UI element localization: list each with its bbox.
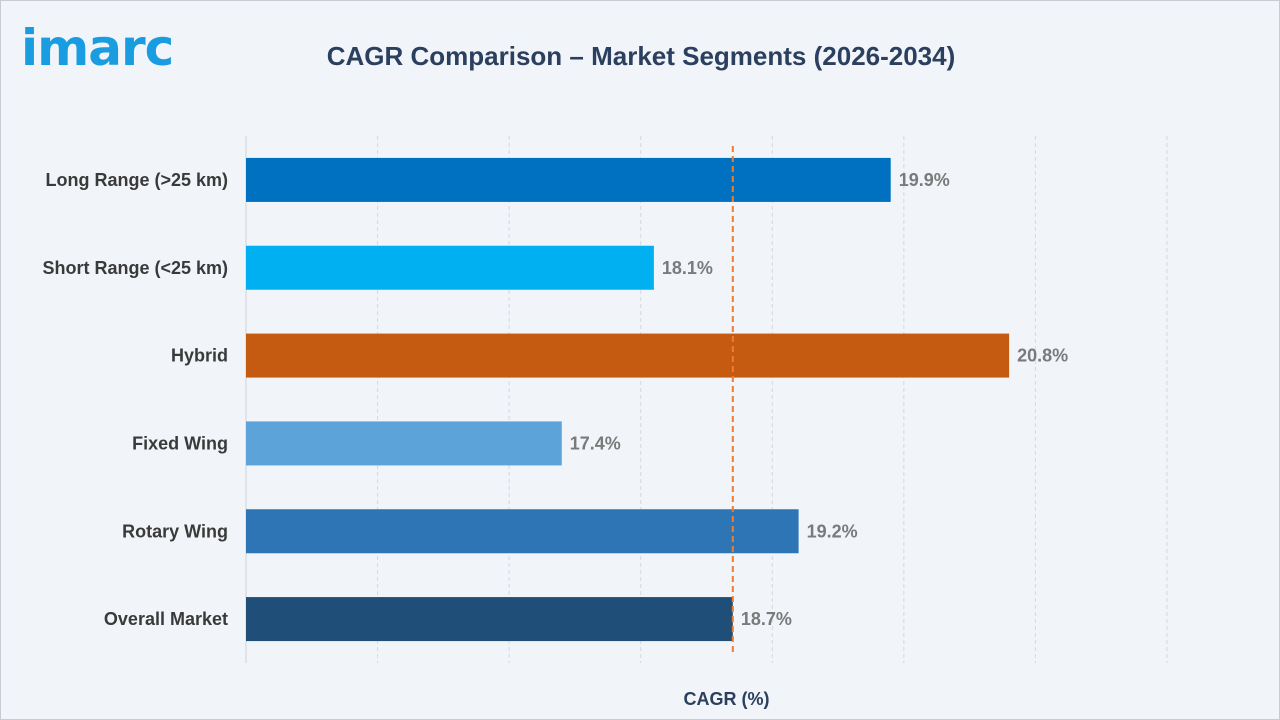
imarc-logo: imarc [21,19,174,77]
bar [246,157,891,202]
value-label: 18.7% [741,609,792,629]
value-label: 18.1% [662,258,713,278]
category-label: Overall Market [104,609,228,629]
value-label: 19.2% [807,521,858,541]
bar [246,597,733,642]
x-axis-label: CAGR (%) [684,689,770,709]
bar [246,421,562,466]
category-label: Rotary Wing [122,521,228,541]
category-label: Hybrid [171,346,228,366]
bar [246,509,799,554]
category-label: Long Range (>25 km) [45,170,228,190]
bar [246,245,654,290]
value-label: 17.4% [570,433,621,453]
value-label: 19.9% [899,170,950,190]
category-label: Short Range (<25 km) [42,258,228,278]
bar [246,333,1010,378]
chart-title: CAGR Comparison – Market Segments (2026-… [326,41,956,71]
value-label: 20.8% [1017,346,1068,366]
category-label: Fixed Wing [132,433,228,453]
